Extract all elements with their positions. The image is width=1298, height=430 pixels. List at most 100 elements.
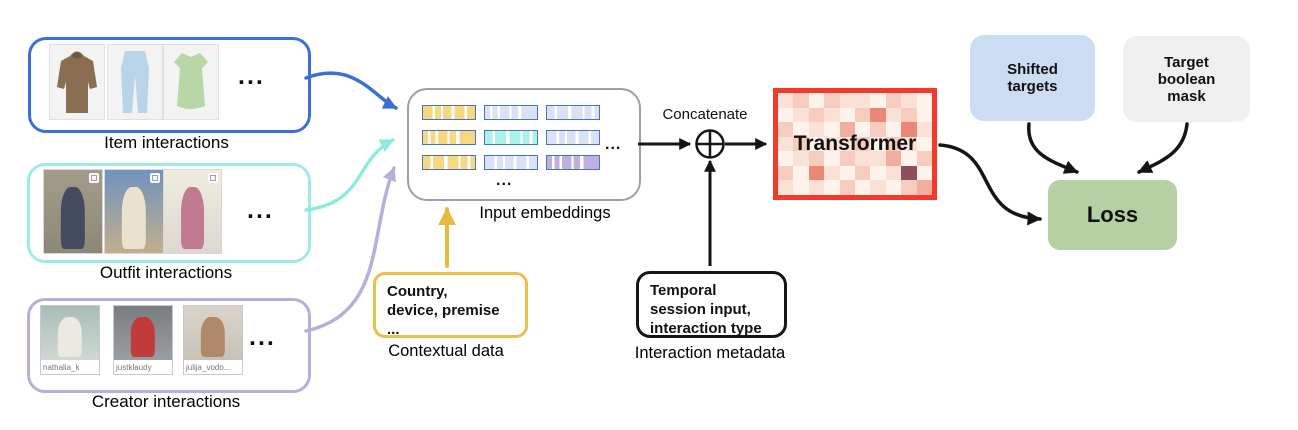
- loss-box: Loss: [1048, 180, 1177, 250]
- heatmap-cell: [916, 165, 932, 181]
- heatmap-cell: [778, 93, 794, 108]
- input-embeddings-label: Input embeddings: [479, 204, 611, 222]
- embedding-cell: [422, 105, 476, 120]
- heatmap-cell: [916, 151, 932, 166]
- shop-icon: [150, 173, 160, 183]
- shifted-targets-box: Shifted targets: [970, 35, 1095, 121]
- heatmap-cell: [778, 151, 794, 166]
- outfit-ellipsis: ...: [247, 196, 274, 224]
- transformer-heatmap: [778, 93, 932, 195]
- heatmap-cell: [901, 93, 917, 108]
- heatmap-cell: [839, 136, 855, 152]
- creator-figure: [57, 317, 83, 358]
- outfit-figure: [60, 187, 86, 249]
- arrow-outfits-to-embeddings: [304, 138, 395, 212]
- heatmap-cell: [793, 151, 809, 166]
- item-thumbnail: [107, 44, 163, 120]
- heatmap-cell: [901, 165, 917, 181]
- embedding-cell: [422, 130, 476, 145]
- heatmap-cell: [916, 93, 932, 108]
- creator-avatar: [41, 306, 99, 360]
- heatmap-cell: [854, 136, 871, 152]
- heatmap-cell: [854, 180, 871, 195]
- heatmap-cell: [854, 165, 871, 181]
- heatmap-cell: [808, 107, 825, 123]
- heatmap-cell: [870, 180, 886, 195]
- heatmap-cell: [839, 93, 855, 108]
- item-interactions-label: Item interactions: [104, 133, 229, 152]
- heatmap-cell: [901, 107, 917, 123]
- heatmap-cell: [778, 136, 794, 152]
- heatmap-cell: [824, 93, 840, 108]
- item-ellipsis: ...: [238, 62, 265, 90]
- heatmap-cell: [778, 122, 794, 137]
- heatmap-cell: [793, 93, 809, 108]
- input-embeddings-box: [407, 88, 641, 201]
- heatmap-cell: [854, 151, 871, 166]
- heatmap-cell: [839, 107, 855, 123]
- embedding-cell: [546, 130, 600, 145]
- heatmap-cell: [901, 180, 917, 195]
- heatmap-cell: [916, 136, 932, 152]
- heatmap-cell: [870, 165, 886, 181]
- heatmap-cell: [901, 136, 917, 152]
- heatmap-cell: [839, 165, 855, 181]
- creator-ellipsis: ...: [249, 323, 276, 351]
- heatmap-cell: [824, 136, 840, 152]
- arrow-items-to-embeddings: [304, 71, 398, 110]
- creator-username: julija_vodo...: [184, 361, 242, 374]
- heatmap-cell: [870, 122, 886, 137]
- heatmap-cell: [854, 93, 871, 108]
- dress-image: [174, 53, 208, 109]
- heatmap-cell: [824, 165, 840, 181]
- heatmap-cell: [808, 122, 825, 137]
- creator-username: justklaudy: [114, 361, 172, 374]
- arrow-transformer-to-loss: [938, 143, 1042, 226]
- concatenate-label: Concatenate: [662, 106, 748, 123]
- embeddings-ellipsis-right: ...: [605, 136, 622, 153]
- arrow-boolean-mask-to-loss: [1137, 122, 1189, 174]
- heatmap-cell: [824, 107, 840, 123]
- heatmap-cell: [824, 180, 840, 195]
- outfit-photo: [104, 169, 164, 254]
- interaction-metadata-box: Temporal session input, interaction type: [636, 271, 787, 338]
- outfit-photo: [163, 169, 222, 254]
- transformer-label: Transformer: [793, 132, 917, 155]
- outfit-interactions-label: Outfit interactions: [99, 263, 233, 282]
- embedding-cell: [546, 155, 600, 170]
- target-boolean-mask-box: Target boolean mask: [1123, 36, 1250, 122]
- embedding-cell: [422, 155, 476, 170]
- embedding-cell: [546, 105, 600, 120]
- creator-figure: [200, 317, 226, 358]
- heatmap-cell: [824, 151, 840, 166]
- heatmap-cell: [839, 151, 855, 166]
- heatmap-cell: [885, 151, 902, 166]
- creator-card: julija_vodo...: [183, 305, 243, 375]
- heatmap-cell: [824, 122, 840, 137]
- heatmap-cell: [885, 136, 902, 152]
- creator-card: nathalia_k: [40, 305, 100, 375]
- heatmap-cell: [778, 107, 794, 123]
- heatmap-cell: [870, 151, 886, 166]
- shop-icon: [208, 173, 218, 183]
- heatmap-cell: [793, 165, 809, 181]
- creator-figure: [130, 317, 156, 358]
- creator-card: justklaudy: [113, 305, 173, 375]
- outfit-photo: [43, 169, 103, 254]
- heatmap-cell: [870, 93, 886, 108]
- heatmap-cell: [808, 180, 825, 195]
- arrow-shifted-targets-to-loss: [1027, 122, 1079, 174]
- heatmap-cell: [808, 151, 825, 166]
- heatmap-cell: [778, 165, 794, 181]
- shop-icon: [89, 173, 99, 183]
- concat-plus-icon: [695, 129, 725, 159]
- contextual-data-label: Contextual data: [388, 342, 504, 360]
- heatmap-cell: [808, 136, 825, 152]
- heatmap-cell: [793, 107, 809, 123]
- heatmap-cell: [778, 180, 794, 195]
- heatmap-cell: [885, 107, 902, 123]
- outfit-figure: [121, 187, 147, 249]
- heatmap-cell: [885, 122, 902, 137]
- heatmap-cell: [870, 136, 886, 152]
